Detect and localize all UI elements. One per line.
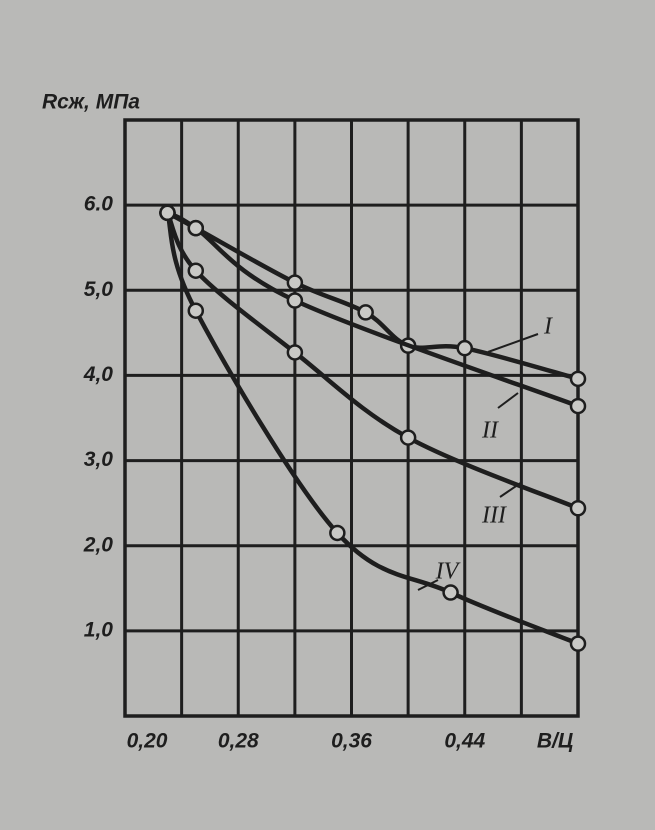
y-tick-label: 2,0 [83,533,114,556]
x-tick-label: 0,20 [127,730,168,753]
line [166,210,579,409]
y-axis-title: Rсж, МПа [42,91,140,114]
leader-line [417,579,439,591]
y-tick-label: 3,0 [84,448,114,471]
marker [286,292,304,309]
marker [569,500,587,517]
marker [569,370,587,388]
x-axis-title: В/Ц [537,730,573,753]
series-label: II [481,418,499,444]
leader-line [487,333,539,353]
marker [159,204,176,222]
plot-frame [123,118,580,718]
x-tick-label: 0,44 [444,730,485,753]
series-label: I [543,314,553,340]
marker [187,219,205,237]
leader-line [497,392,519,409]
y-tick-label: 4,0 [83,363,114,386]
marker [442,584,459,601]
series-label: III [481,503,507,529]
leader-line [499,481,523,498]
x-tick-label: 0,36 [331,730,372,753]
y-tick-label: 6.0 [84,193,114,216]
y-tick-label: 5,0 [84,278,114,301]
marker [187,302,205,319]
marker [329,524,346,542]
marker [399,429,417,446]
line [165,212,579,646]
marker [357,304,374,321]
marker [286,344,304,361]
series-label: IV [435,559,461,585]
marker [569,635,587,652]
x-tick-label: 0,28 [218,730,259,753]
marker [187,262,205,279]
line [165,211,579,511]
marker [569,397,587,415]
y-tick-label: 1,0 [84,618,114,641]
marker [456,339,473,357]
marker [286,274,304,291]
